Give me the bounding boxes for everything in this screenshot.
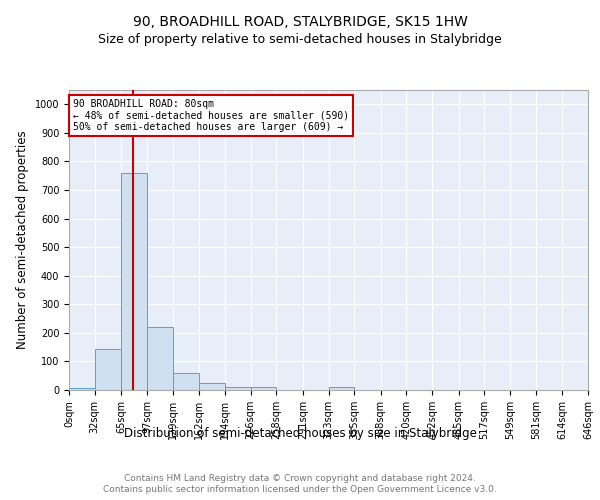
Bar [173,374,199,390]
Y-axis label: Number of semi-detached properties: Number of semi-detached properties [16,130,29,350]
Bar [69,388,95,390]
Text: Contains public sector information licensed under the Open Government Licence v3: Contains public sector information licen… [103,485,497,494]
Bar [95,349,121,390]
Bar [251,387,276,390]
Text: Size of property relative to semi-detached houses in Stalybridge: Size of property relative to semi-detach… [98,32,502,46]
Text: Contains HM Land Registry data © Crown copyright and database right 2024.: Contains HM Land Registry data © Crown c… [124,474,476,483]
Bar [329,387,354,390]
Text: 90, BROADHILL ROAD, STALYBRIDGE, SK15 1HW: 90, BROADHILL ROAD, STALYBRIDGE, SK15 1H… [133,15,467,29]
Bar [199,383,225,390]
Text: Distribution of semi-detached houses by size in Stalybridge: Distribution of semi-detached houses by … [124,428,476,440]
Bar [147,327,173,390]
Text: 90 BROADHILL ROAD: 80sqm
← 48% of semi-detached houses are smaller (590)
50% of : 90 BROADHILL ROAD: 80sqm ← 48% of semi-d… [73,98,349,132]
Bar [225,386,251,390]
Bar [121,173,147,390]
